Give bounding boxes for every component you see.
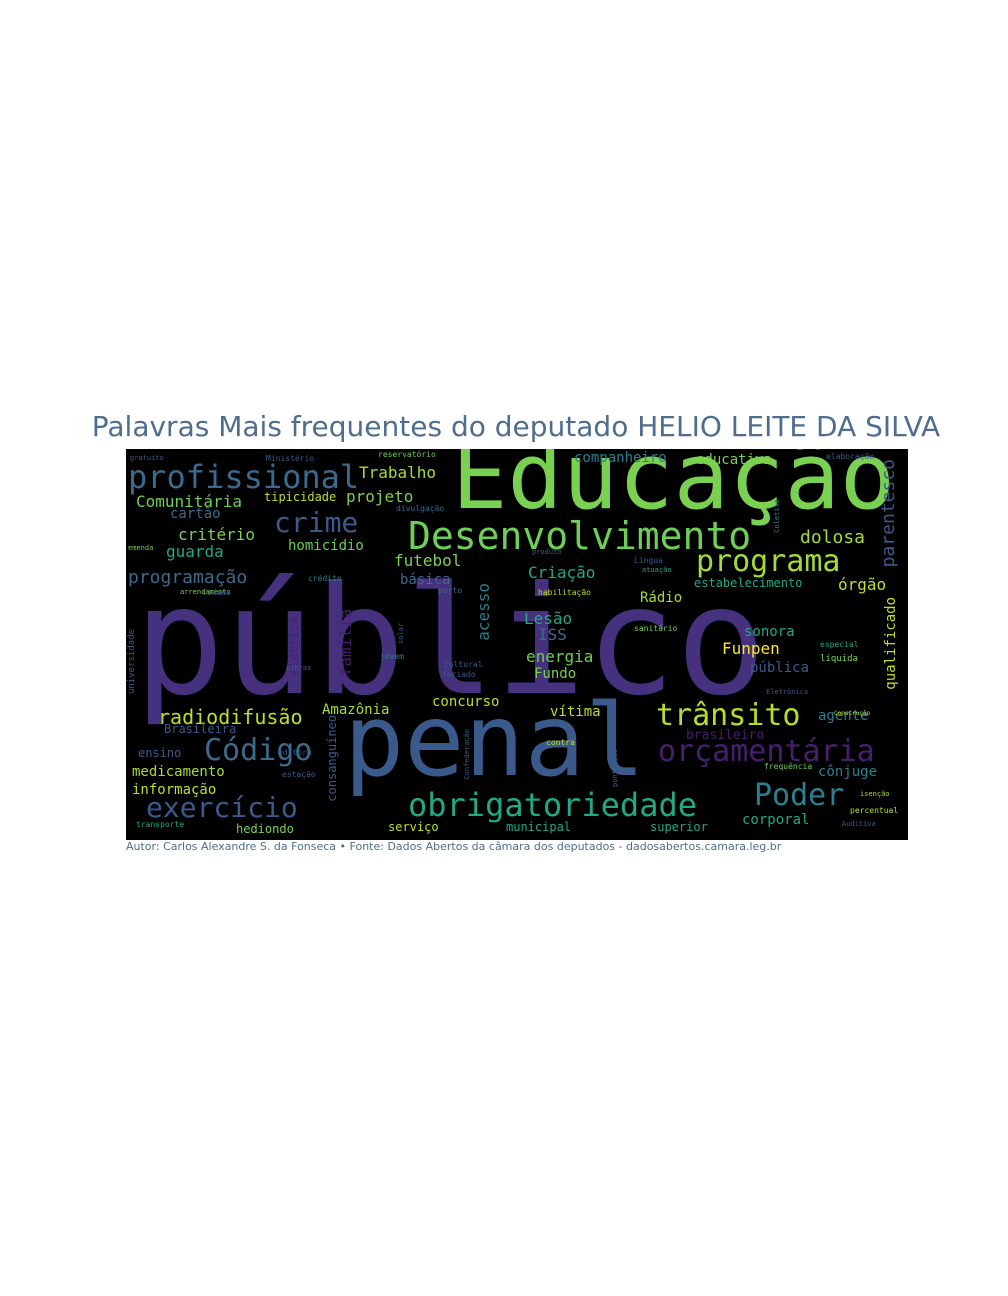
word-gratuito: gratuito: [130, 454, 164, 462]
word-reservatório: reservatório: [378, 450, 436, 459]
word-sonora: sonora: [744, 624, 795, 640]
word-contra: contra: [546, 738, 575, 747]
word-brasileiro: brasileiro: [686, 728, 765, 743]
word-jovem: jovem: [380, 652, 405, 661]
word-hediondo: hediondo: [236, 822, 294, 836]
word-homicídio: homicídio: [288, 538, 364, 554]
word-informação: informação: [132, 782, 217, 798]
word-cloud: público penal Educação Desenvolvimento obrig…: [126, 449, 908, 840]
word-amazônia: Amazônia: [322, 702, 390, 718]
word-transporte: transporte: [136, 820, 185, 829]
word-cidade: cidade: [202, 588, 231, 597]
word-sanitário: sanitário: [634, 624, 678, 633]
word-consanguíneo: consanguíneo: [325, 715, 339, 802]
word-agente: agente: [818, 708, 869, 724]
word-porto: porto: [438, 586, 463, 595]
word-iss: ISS: [538, 625, 567, 644]
word-estabelecimento: estabelecimento: [694, 576, 803, 590]
word-ensino: ensino: [138, 746, 182, 760]
word-programação: programação: [128, 567, 248, 588]
word-guarda: guarda: [166, 542, 224, 561]
word-superior: superior: [650, 820, 708, 834]
word-atuação: atuação: [642, 566, 672, 574]
word-programa: programa: [696, 544, 841, 579]
word-divulgação: divulgação: [396, 504, 445, 513]
word-brasileira: Brasileira: [164, 722, 237, 736]
word-produto: produto: [532, 548, 562, 556]
word-construção: Construção: [834, 710, 871, 717]
word-companheiro: companheiro: [574, 450, 667, 466]
word-concurso: concurso: [432, 694, 500, 710]
word-auditiva: Auditiva: [842, 820, 876, 828]
word-vítima: vítima: [550, 704, 601, 720]
source-caption: Autor: Carlos Alexandre S. da Fonseca • …: [126, 840, 782, 853]
word-código: Código: [204, 733, 313, 768]
word-emenda: emenda: [128, 544, 154, 552]
word-básica: básica: [400, 572, 451, 588]
word-funpen: Funpen: [722, 639, 780, 658]
word-trânsito: trânsito: [656, 698, 801, 733]
word-profissional: profissional: [128, 458, 360, 496]
word-público: público: [134, 555, 767, 729]
word-educação: Educação: [452, 449, 896, 530]
word-penal: penal: [344, 682, 646, 799]
word-órgão: órgão: [838, 575, 887, 594]
word-fundo: Fundo: [534, 666, 577, 682]
word-rádio: Rádio: [640, 590, 683, 606]
word-crime: crime: [274, 506, 359, 539]
word-cartão: cartão: [170, 506, 221, 522]
word-comunitária: Comunitária: [136, 492, 242, 511]
word-solar: solar: [397, 623, 405, 645]
word-tipicidade: tipicidade: [264, 490, 337, 504]
word-cônjuge: cônjuge: [818, 764, 878, 780]
word-frequência: frequência: [764, 762, 813, 771]
word-radiodifusão: radiodifusão: [158, 705, 303, 729]
word-ministério: Ministério: [266, 454, 315, 463]
word-elaboração: elaboração: [826, 452, 875, 461]
word-pública: pública: [750, 660, 810, 676]
word-isenção: isenção: [860, 790, 890, 798]
word-acesso: acesso: [474, 583, 493, 641]
word-pontuação: pontuação: [611, 749, 619, 787]
word-arrendamento: arrendamento: [180, 588, 231, 596]
chart-title: Palavras Mais frequentes do deputado HEL…: [91, 410, 941, 443]
word-parentesco: parentesco: [878, 459, 899, 568]
word-educativa: educativa: [696, 452, 772, 468]
word-líquida: líquida: [820, 654, 858, 664]
word-dolosa: dolosa: [800, 527, 866, 548]
word-serviço: serviço: [388, 820, 439, 834]
word-universidade: universidade: [127, 629, 137, 695]
word-família: família: [336, 609, 355, 677]
word-poder: Poder: [754, 778, 845, 813]
word-exercício: exercício: [146, 791, 298, 824]
word-projeto: projeto: [346, 487, 414, 506]
word-qualificado: qualificado: [883, 597, 899, 690]
word-cultural: cultural: [444, 660, 483, 669]
word-especial: especial: [820, 640, 859, 649]
word-criação: Criação: [528, 563, 596, 582]
word-orçamentária: orçamentária: [658, 734, 875, 769]
word-estação: estação: [282, 770, 316, 779]
word-lesão: Lesão: [524, 609, 573, 628]
word-percentual: percentual: [850, 806, 899, 815]
word-medicamento: medicamento: [132, 764, 225, 780]
word-corporal: corporal: [742, 812, 810, 828]
word-feriado: feriado: [442, 670, 476, 679]
word-desenvolvimento: Desenvolvimento: [408, 514, 752, 558]
word-libras: Libras: [286, 664, 312, 672]
word-critério: critério: [178, 525, 256, 544]
word-editora: editora: [278, 748, 312, 757]
word-trabalho: Trabalho: [359, 463, 437, 482]
word-confederação: Confederação: [463, 729, 471, 780]
word-habilitação: habilitação: [538, 588, 591, 597]
word-eletrônica: Eletrônica: [766, 688, 809, 696]
word-futebol: futebol: [394, 551, 462, 570]
word-língua: Língua: [634, 556, 663, 565]
word-crédito: crédito: [308, 574, 342, 583]
word-obrigatoriedade: obrigatoriedade: [408, 786, 697, 824]
word-energia: energia: [526, 647, 594, 666]
word-municipal: municipal: [506, 820, 572, 834]
word-coletivo: Coletivo: [773, 499, 781, 533]
